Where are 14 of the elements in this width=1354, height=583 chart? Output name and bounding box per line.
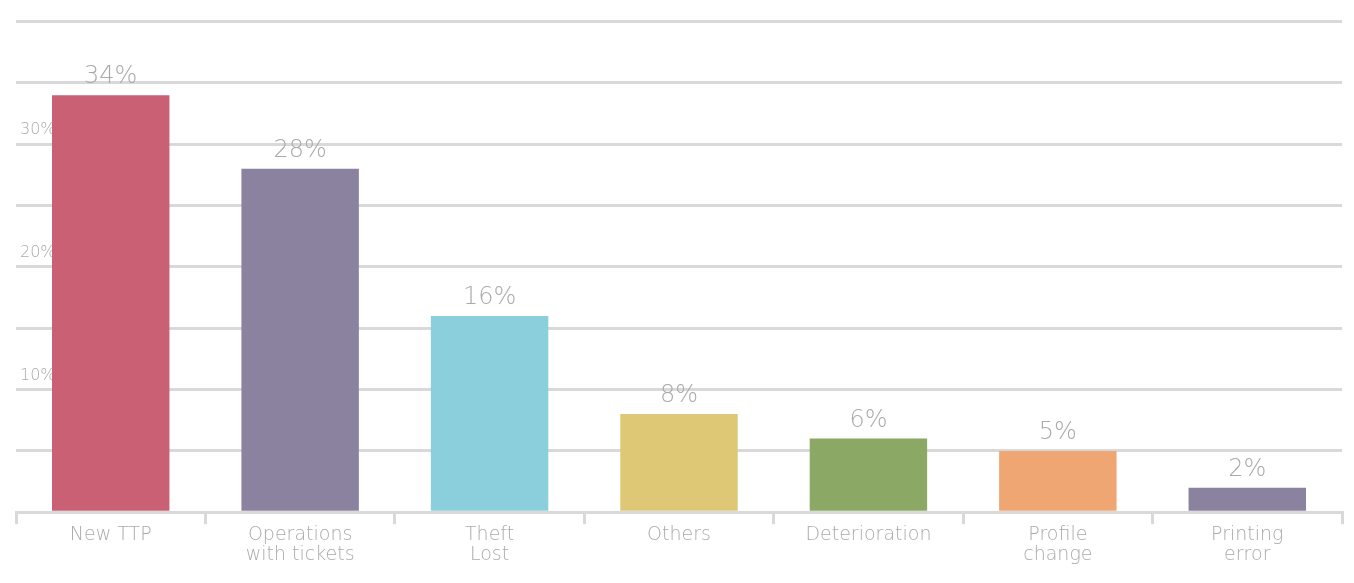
data-label: 28%	[273, 135, 327, 164]
x-tick-label: Theft Lost	[464, 521, 515, 565]
x-tick-label: Operations with tickets	[245, 521, 355, 565]
x-tick-label: Printing error	[1211, 521, 1284, 565]
x-tick-label: Profile change	[1023, 521, 1093, 565]
x-tick-label: Others	[647, 521, 711, 544]
data-label: 16%	[462, 282, 517, 311]
data-label: 6%	[849, 404, 888, 433]
data-label: 34%	[84, 61, 138, 90]
data-label: 5%	[1038, 417, 1077, 446]
data-label: 2%	[1228, 453, 1267, 482]
data-label: 8%	[659, 380, 699, 409]
x-tick-label: New TTP	[69, 521, 152, 544]
x-tick-label: Deterioration	[805, 521, 932, 544]
